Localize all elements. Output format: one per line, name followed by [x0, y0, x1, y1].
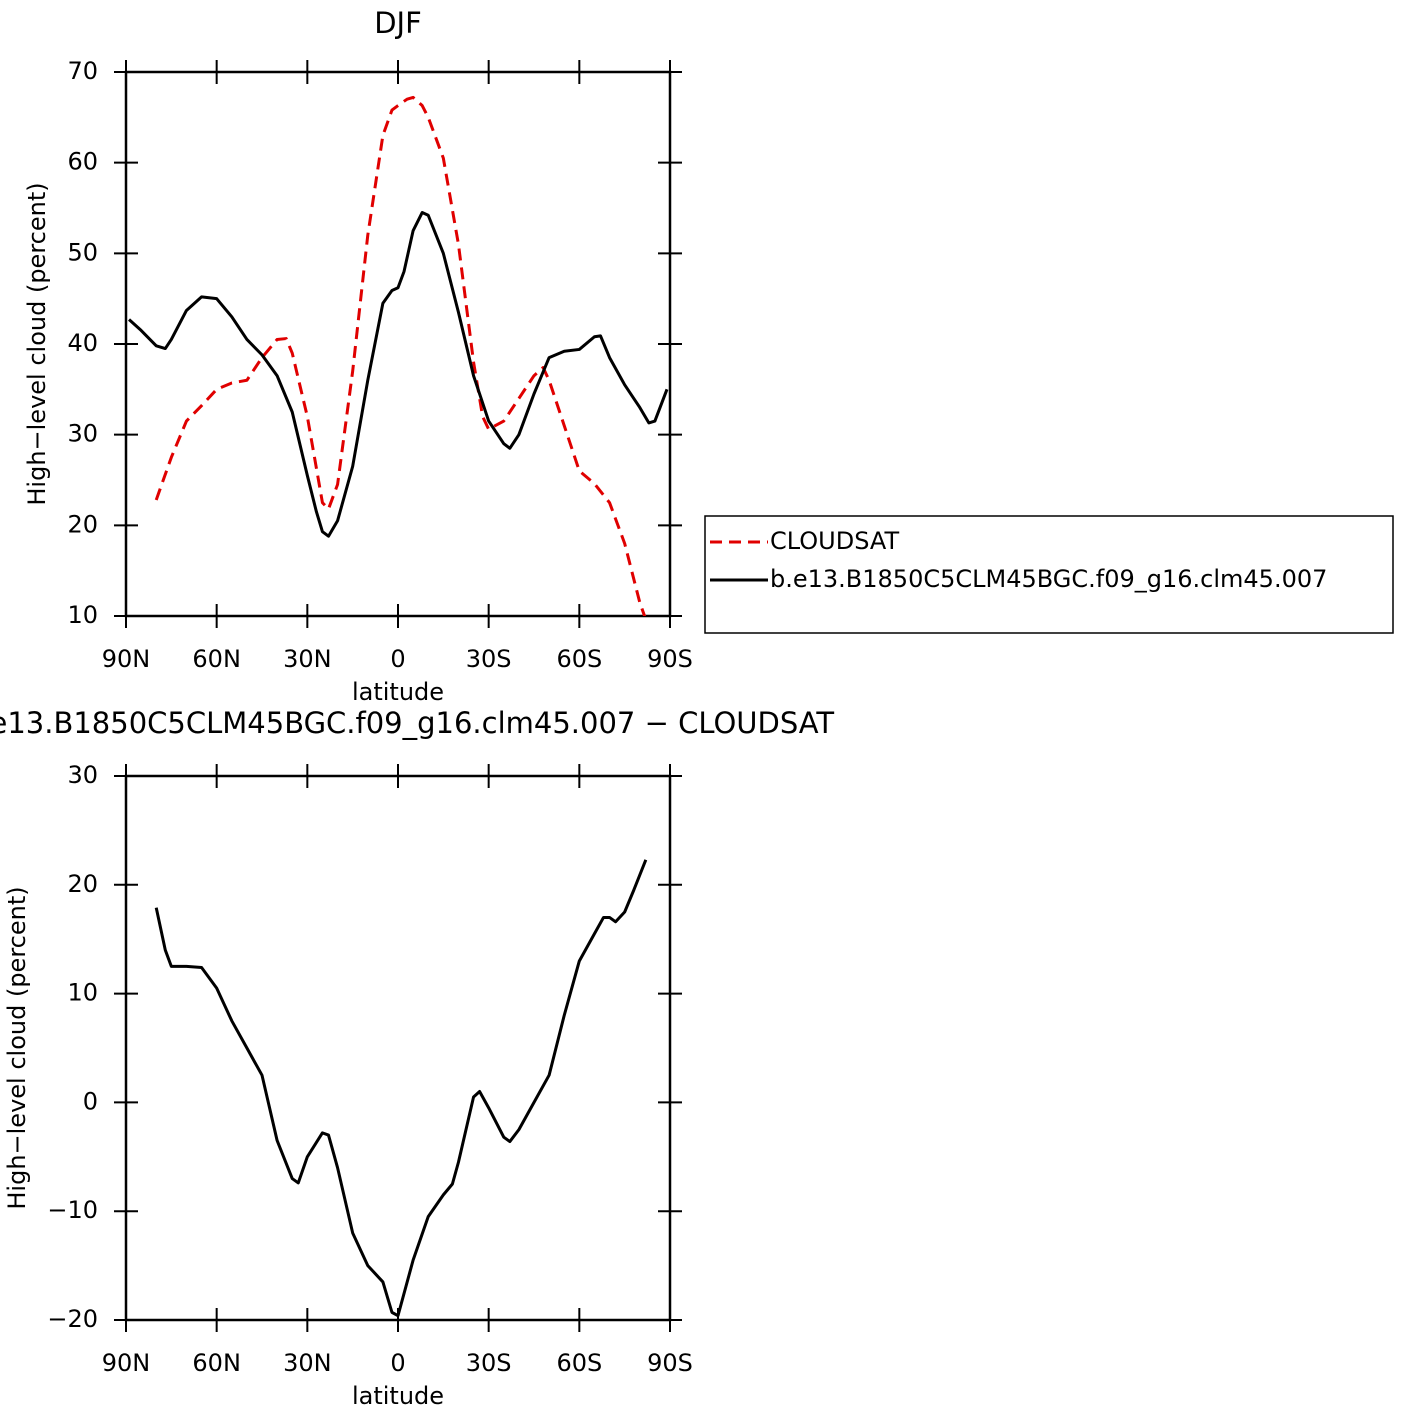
x-tick-label: 30S	[466, 645, 512, 673]
x-axis-label: latitude	[352, 1382, 444, 1410]
x-tick-label: 90S	[647, 1349, 693, 1377]
x-tick-label: 60N	[192, 645, 241, 673]
y-tick-label: 20	[67, 510, 98, 538]
y-tick-label: 0	[83, 1087, 98, 1115]
y-tick-label: 20	[67, 870, 98, 898]
plot-frame	[124, 774, 672, 1322]
plot-frame	[124, 70, 672, 618]
x-tick-label: 90N	[102, 1349, 151, 1377]
y-tick-label: 70	[67, 57, 98, 85]
y-tick-label: 60	[67, 148, 98, 176]
chart-title: b.e13.B1850C5CLM45BGC.f09_g16.clm45.007 …	[0, 706, 834, 740]
x-axis-label: latitude	[352, 678, 444, 706]
data-line	[128, 211, 669, 538]
x-tick-label: 30N	[283, 1349, 332, 1377]
x-tick-label: 0	[390, 645, 405, 673]
x-tick-label: 90S	[647, 645, 693, 673]
x-tick-label: 60N	[192, 1349, 241, 1377]
legend-box	[704, 515, 1394, 634]
y-axis-label: High−level cloud (percent)	[3, 886, 31, 1209]
y-tick-label: 40	[67, 329, 98, 357]
y-tick-label: 50	[67, 238, 98, 266]
x-tick-label: 0	[390, 1349, 405, 1377]
x-tick-label: 30N	[283, 645, 332, 673]
y-tick-label: −10	[47, 1196, 98, 1224]
y-tick-label: 30	[67, 420, 98, 448]
x-tick-label: 60S	[556, 645, 602, 673]
data-line	[154, 95, 647, 616]
x-tick-label: 90N	[102, 645, 151, 673]
data-line	[154, 859, 648, 1318]
x-tick-label: 30S	[466, 1349, 512, 1377]
x-tick-label: 60S	[556, 1349, 602, 1377]
y-tick-label: −20	[47, 1305, 98, 1333]
legend-label: b.e13.B1850C5CLM45BGC.f09_g16.clm45.007	[770, 565, 1327, 593]
y-axis-label: High−level cloud (percent)	[23, 182, 51, 505]
y-tick-label: 10	[67, 601, 98, 629]
y-tick-label: 10	[67, 979, 98, 1007]
legend-label: CLOUDSAT	[770, 527, 899, 555]
chart-title: DJF	[374, 6, 422, 40]
y-tick-label: 30	[67, 761, 98, 789]
